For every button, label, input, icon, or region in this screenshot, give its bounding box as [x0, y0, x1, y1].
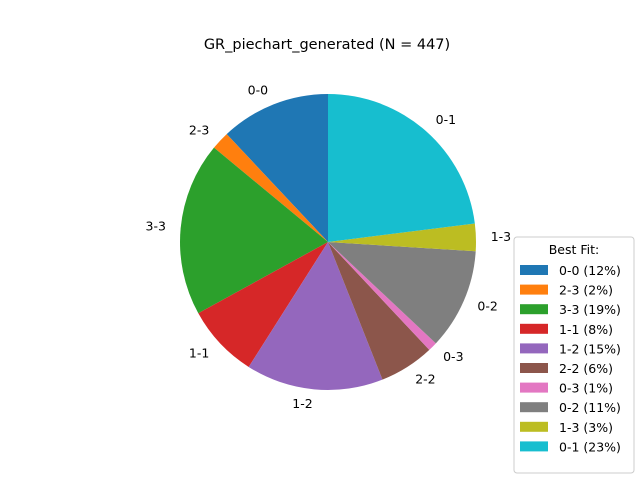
legend-label-2-2: 2-2 (6%) [559, 361, 613, 376]
legend-label-0-3: 0-3 (1%) [559, 381, 613, 396]
legend-swatch-1-1 [520, 323, 548, 334]
pie-labels: 0-0 2-3 3-3 1-1 1-2 2-2 0-3 0-2 1-3 0-1 [146, 83, 512, 411]
pie-slice-2-3 [213, 134, 328, 242]
legend-swatch-2-2 [520, 363, 548, 373]
legend-label-1-3: 1-3 (3%) [559, 420, 613, 435]
legend-swatch-0-2 [520, 402, 548, 413]
legend-swatch-1-2 [520, 343, 548, 354]
pie-slice-3-3 [180, 147, 328, 314]
legend-swatch-2-3 [520, 284, 548, 295]
pie-label-0-0: 0-0 [248, 83, 268, 98]
pie-label-1-2: 1-2 [292, 396, 312, 411]
pie-slices [180, 94, 476, 391]
legend: Best Fit: 0-0 (12%) 2-3 (2%) 3-3 (19%) 1-1 … [513, 236, 635, 474]
legend-title: Best Fit: [549, 242, 600, 257]
legend-label-0-2: 0-2 (11%) [559, 400, 621, 415]
pie-label-0-3: 0-3 [443, 349, 463, 364]
pie-slice-0-2 [328, 242, 476, 344]
pie-slice-0-3 [328, 242, 436, 350]
pie-label-3-3: 3-3 [146, 219, 166, 234]
legend-label-0-1: 0-1 (23%) [559, 439, 621, 454]
chart-title: GR_piechart_generated (N = 447) [204, 37, 450, 53]
legend-items: 0-0 (12%) 2-3 (2%) 3-3 (19%) 1-1 (8%) 1-2 (1… [520, 263, 621, 454]
pie-label-1-1: 1-1 [189, 345, 209, 360]
legend-swatch-0-1 [520, 441, 548, 452]
legend-swatch-3-3 [520, 304, 548, 315]
pie-label-0-1: 0-1 [436, 112, 456, 127]
pie-slice-1-1 [198, 242, 328, 367]
pie-slice-1-2 [248, 242, 383, 391]
pie-slice-0-1 [328, 94, 475, 242]
pie-slice-0-0 [226, 94, 328, 242]
legend-label-1-1: 1-1 (8%) [559, 322, 613, 337]
legend-label-3-3: 3-3 (19%) [559, 302, 621, 317]
legend-swatch-1-3 [520, 421, 548, 432]
pie-label-1-3: 1-3 [491, 229, 511, 244]
pie-label-2-2: 2-2 [415, 371, 435, 386]
pie-label-0-2: 0-2 [477, 299, 497, 314]
legend-swatch-0-0 [520, 265, 548, 275]
legend-frame [513, 236, 635, 474]
legend-label-0-0: 0-0 (12%) [559, 263, 621, 278]
legend-label-2-3: 2-3 (2%) [559, 283, 613, 298]
legend-label-1-2: 1-2 (15%) [559, 341, 621, 356]
pie-slice-1-3 [328, 223, 476, 252]
pie-slice-2-2 [328, 242, 430, 380]
legend-swatch-0-3 [520, 382, 548, 393]
pie-label-2-3: 2-3 [189, 123, 209, 138]
